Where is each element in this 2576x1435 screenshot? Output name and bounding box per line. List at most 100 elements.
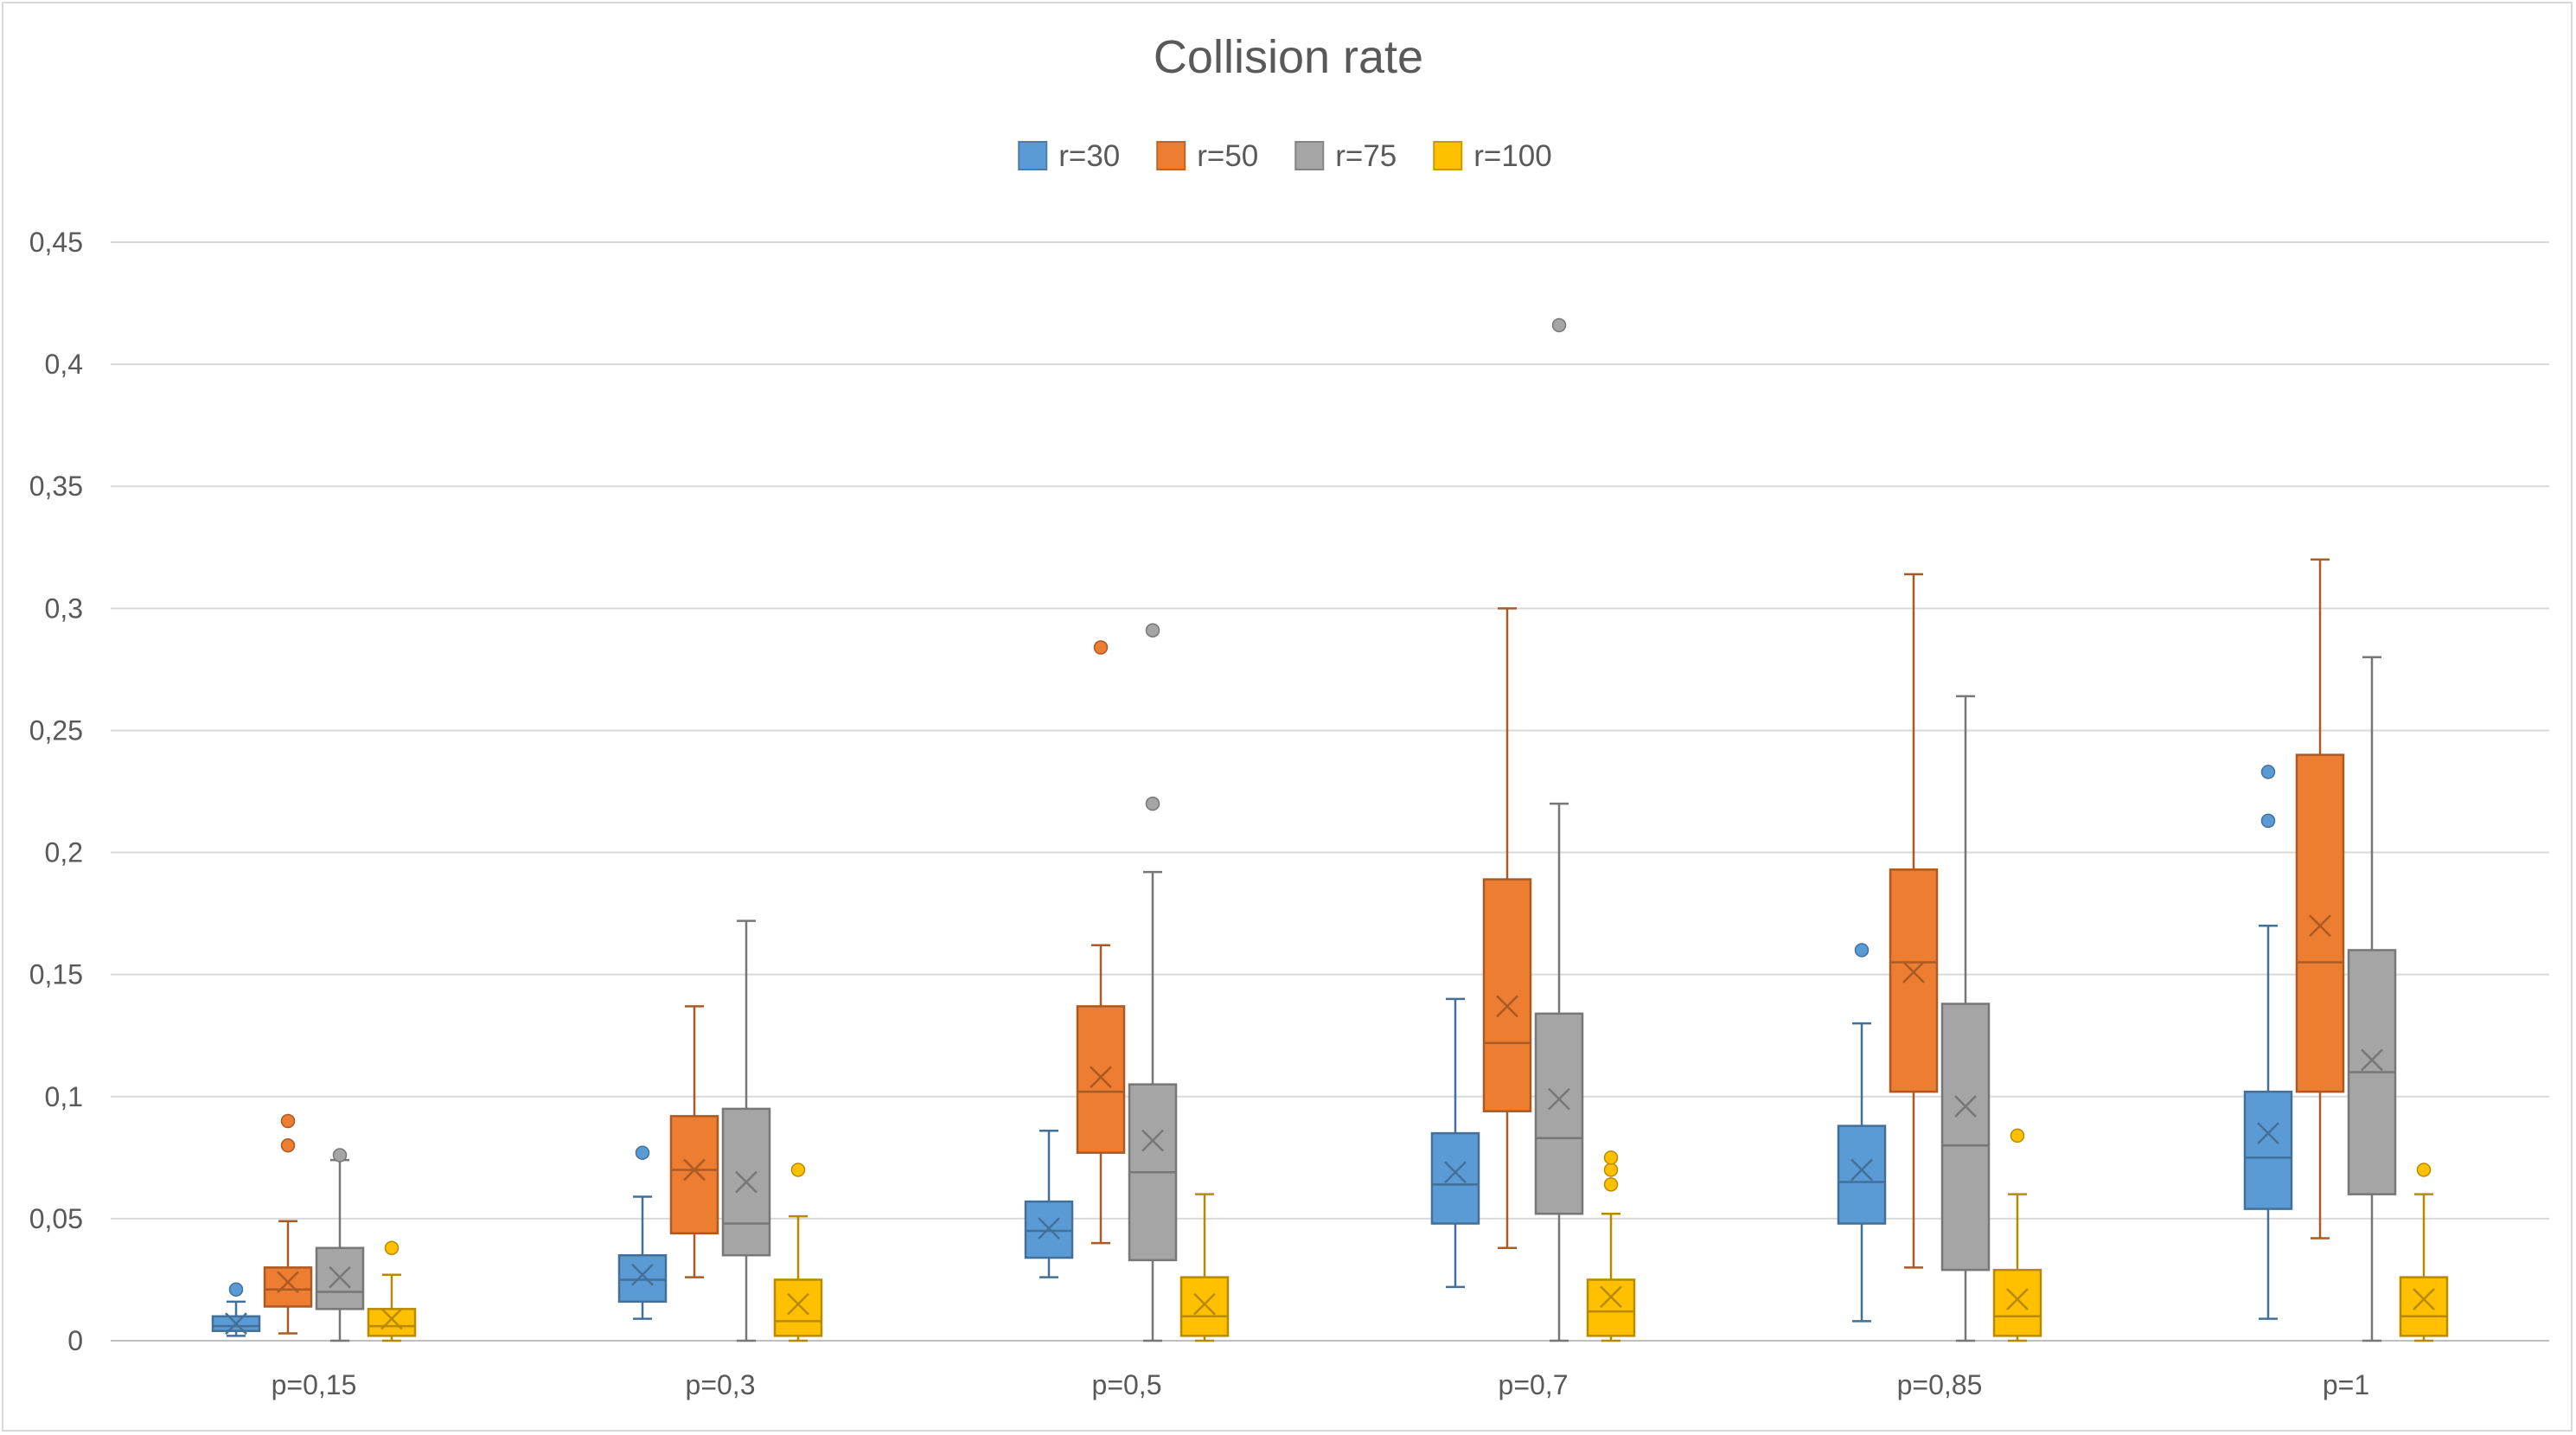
mean-marker — [380, 1307, 403, 1330]
y-tick-label: 0,4 — [45, 349, 83, 380]
box-r50-1 — [669, 1005, 719, 1278]
mean-marker — [1548, 1087, 1570, 1111]
mean-marker — [1141, 1129, 1164, 1152]
box-r100-5 — [2399, 1163, 2449, 1342]
iqr-box — [1482, 878, 1532, 1112]
legend-swatch — [1294, 141, 1325, 170]
box-r30-1 — [617, 1145, 668, 1320]
mean-marker — [1193, 1292, 1216, 1316]
mean-marker — [1954, 1095, 1977, 1118]
box-r100-0 — [367, 1240, 417, 1342]
legend-label: r=30 — [1058, 139, 1120, 173]
mean-marker — [2309, 914, 2331, 938]
box-r50-5 — [2295, 558, 2345, 1240]
legend: r=30 r=50 r=75 r=100 — [1018, 139, 1552, 173]
x-axis: p=0,15 p=0,3 p=0,5 p=0,7 p=0,85 p=1 — [272, 1369, 2370, 1400]
outlier-point — [1145, 796, 1160, 811]
box-r75-5 — [2347, 656, 2397, 1342]
y-tick-label: 0,05 — [29, 1203, 83, 1234]
box-r50-2 — [1076, 640, 1126, 1245]
outlier-point — [2260, 765, 2276, 779]
outlier-point — [1603, 1177, 1619, 1192]
outlier-point — [280, 1137, 296, 1153]
iqr-box — [773, 1278, 823, 1337]
gridlines — [111, 241, 2549, 1342]
box-r75-4 — [1940, 695, 1991, 1342]
x-tick-label: p=0,3 — [686, 1369, 756, 1400]
outlier-point — [790, 1163, 806, 1177]
outlier-point — [635, 1145, 650, 1160]
outlier-point — [332, 1148, 348, 1163]
x-tick-label: p=0,7 — [1499, 1369, 1569, 1400]
iqr-box — [1179, 1276, 1230, 1337]
legend-label: r=75 — [1335, 139, 1397, 173]
box-r50-0 — [263, 1113, 313, 1335]
box-r30-3 — [1430, 997, 1480, 1289]
legend-label: r=100 — [1473, 139, 1552, 173]
mean-marker — [1090, 1066, 1112, 1089]
iqr-box — [1889, 868, 1939, 1093]
mean-marker — [225, 1312, 247, 1336]
x-tick-label: p=0,5 — [1092, 1369, 1162, 1400]
iqr-box — [1076, 1005, 1126, 1154]
box-r75-1 — [721, 919, 771, 1342]
outlier-point — [1093, 640, 1109, 655]
box-r75-2 — [1128, 623, 1178, 1342]
y-tick-label: 0,35 — [29, 471, 83, 502]
y-tick-label: 0,2 — [45, 837, 83, 868]
outlier-point — [1603, 1150, 1619, 1165]
legend-label: r=50 — [1197, 139, 1258, 173]
box-r30-2 — [1024, 1130, 1074, 1278]
y-tick-label: 0,1 — [45, 1081, 83, 1112]
iqr-box — [1992, 1268, 2042, 1337]
legend-swatch — [1433, 141, 1463, 170]
mean-marker — [277, 1271, 299, 1294]
x-tick-label: p=0,15 — [272, 1369, 357, 1400]
y-tick-label: 0,45 — [29, 227, 83, 258]
box-r75-0 — [315, 1148, 365, 1342]
iqr-box — [2399, 1276, 2449, 1337]
outlier-point — [384, 1240, 400, 1256]
y-tick-label: 0,25 — [29, 714, 83, 746]
iqr-box — [617, 1253, 668, 1304]
chart-title: Collision rate — [1154, 31, 1423, 83]
y-tick-label: 0 — [67, 1325, 83, 1356]
mean-marker — [1038, 1217, 1060, 1240]
outlier-point — [280, 1113, 296, 1129]
mean-marker — [2257, 1122, 2279, 1144]
plot-area — [211, 317, 2449, 1342]
mean-marker — [683, 1158, 706, 1182]
outlier-point — [2416, 1163, 2432, 1177]
box-r100-3 — [1586, 1150, 1636, 1342]
box-r75-3 — [1534, 317, 1584, 1342]
mean-marker — [735, 1170, 757, 1194]
iqr-box — [1837, 1124, 1887, 1225]
iqr-box — [1534, 1012, 1584, 1215]
box-r30-4 — [1837, 943, 1887, 1323]
outlier-point — [2010, 1128, 2025, 1144]
outlier-point — [1854, 943, 1870, 958]
y-tick-label: 0,15 — [29, 959, 83, 990]
iqr-box — [263, 1266, 313, 1308]
mean-marker — [1444, 1161, 1467, 1184]
iqr-box — [1940, 1003, 1991, 1272]
box-r100-2 — [1179, 1193, 1230, 1342]
iqr-box — [2295, 753, 2345, 1093]
outlier-point — [2260, 813, 2276, 829]
mean-marker — [2413, 1288, 2435, 1310]
legend-swatch — [1018, 141, 1048, 170]
box-r50-4 — [1889, 573, 1939, 1269]
outlier-point — [1145, 623, 1160, 637]
mean-marker — [1902, 960, 1925, 983]
outlier-point — [1551, 317, 1567, 333]
x-tick-label: p=0,85 — [1897, 1369, 1983, 1400]
mean-marker — [1851, 1158, 1873, 1182]
mean-marker — [2361, 1048, 2383, 1072]
iqr-box — [669, 1115, 719, 1235]
iqr-box — [1586, 1278, 1636, 1337]
box-r30-0 — [211, 1282, 261, 1337]
box-r30-5 — [2243, 765, 2293, 1320]
x-tick-label: p=1 — [2323, 1369, 2369, 1400]
legend-swatch — [1156, 141, 1186, 170]
